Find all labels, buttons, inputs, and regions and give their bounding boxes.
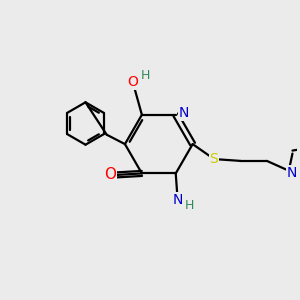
Text: O: O xyxy=(128,75,139,89)
Text: N: N xyxy=(286,166,297,180)
Text: O: O xyxy=(104,167,116,182)
Text: H: H xyxy=(141,69,150,82)
Text: N: N xyxy=(172,193,183,207)
Text: S: S xyxy=(209,152,218,167)
Text: H: H xyxy=(185,199,194,212)
Text: N: N xyxy=(179,106,189,120)
